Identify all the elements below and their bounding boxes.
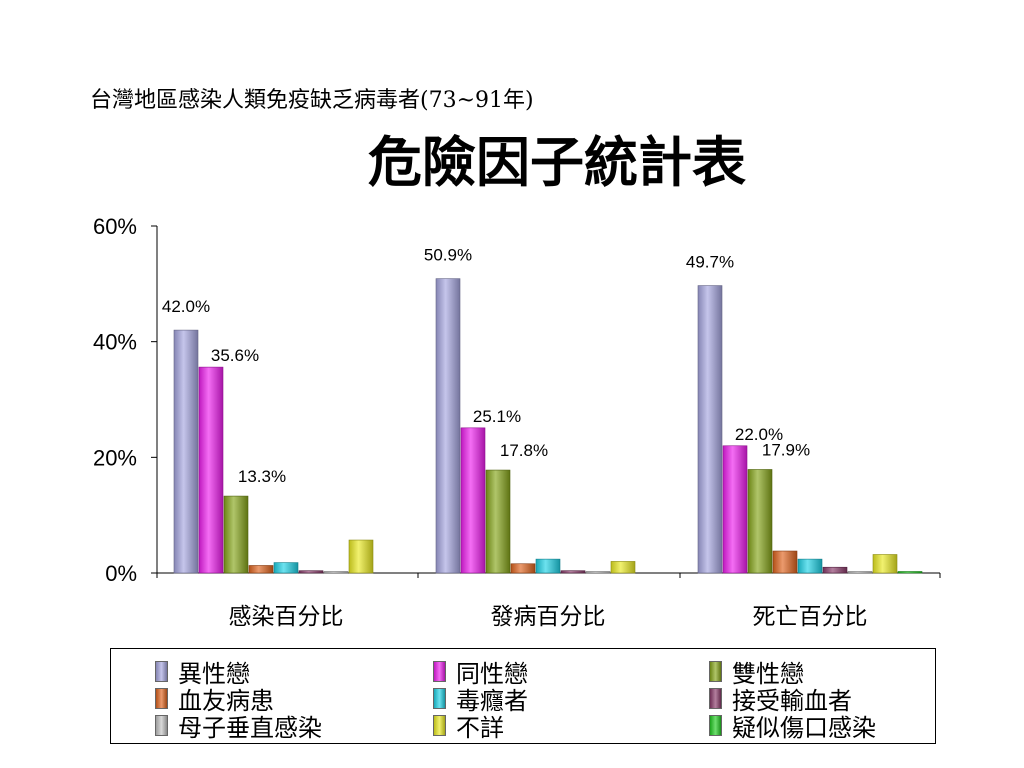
data-label: 13.3% bbox=[238, 467, 286, 486]
bar bbox=[847, 571, 873, 574]
legend-swatch bbox=[709, 660, 722, 682]
bar bbox=[198, 366, 224, 574]
data-label: 25.1% bbox=[473, 407, 521, 426]
bar bbox=[460, 427, 486, 574]
data-label: 22.0% bbox=[735, 425, 783, 444]
bar bbox=[223, 495, 249, 574]
bar bbox=[872, 554, 898, 574]
legend-item: 接受輸血者 bbox=[709, 684, 852, 715]
bar bbox=[535, 558, 561, 574]
legend-label: 母子垂直感染 bbox=[178, 713, 322, 742]
y-tick-label: 40% bbox=[93, 330, 137, 355]
bar bbox=[822, 566, 848, 574]
legend-swatch bbox=[433, 714, 446, 736]
slide-subtitle: 台灣地區感染人類免疫缺乏病毒者(73~91年) bbox=[90, 88, 534, 113]
legend-item: 同性戀 bbox=[433, 657, 528, 688]
legend-label: 同性戀 bbox=[456, 659, 528, 688]
data-label: 17.9% bbox=[762, 440, 810, 459]
y-tick-label: 20% bbox=[93, 445, 137, 470]
legend-label: 毒癮者 bbox=[456, 686, 528, 715]
legend-swatch bbox=[433, 687, 446, 709]
legend-swatch bbox=[709, 687, 722, 709]
bar bbox=[248, 565, 274, 574]
legend-swatch bbox=[433, 660, 446, 682]
legend-swatch bbox=[155, 687, 168, 709]
bar bbox=[348, 539, 374, 574]
y-tick-label: 0% bbox=[105, 561, 137, 586]
legend-swatch bbox=[155, 660, 168, 682]
bar bbox=[273, 562, 299, 574]
x-tick-label: 感染百分比 bbox=[229, 604, 344, 630]
x-axis: 感染百分比 發病百分比 死亡百分比 bbox=[156, 572, 941, 630]
legend-item: 不詳 bbox=[433, 711, 504, 742]
bar bbox=[585, 571, 611, 574]
x-tick-label: 死亡百分比 bbox=[753, 604, 868, 630]
chart-legend: 異性戀 同性戀 雙性戀血友病患 毒癮者 接受輸血者母子垂直感染 不詳 疑似傷口感染 bbox=[110, 648, 936, 744]
bar bbox=[697, 285, 723, 574]
legend-item: 雙性戀 bbox=[709, 657, 804, 688]
bar bbox=[897, 571, 923, 574]
legend-item: 疑似傷口感染 bbox=[709, 711, 876, 742]
legend-item: 異性戀 bbox=[155, 657, 250, 688]
legend-label: 異性戀 bbox=[178, 659, 250, 688]
legend-item: 血友病患 bbox=[155, 684, 274, 715]
slide-title: 危險因子統計表 bbox=[368, 130, 746, 194]
y-axis: 0% 20% 40% 60% bbox=[93, 214, 158, 586]
data-label: 17.8% bbox=[500, 441, 548, 460]
bar bbox=[560, 570, 586, 574]
legend-label: 接受輸血者 bbox=[732, 686, 852, 715]
bar bbox=[797, 558, 823, 574]
bar bbox=[298, 570, 324, 574]
y-tick-label: 60% bbox=[93, 214, 137, 239]
bar bbox=[722, 445, 748, 574]
bar bbox=[323, 571, 349, 574]
x-tick-label: 發病百分比 bbox=[491, 604, 606, 630]
legend-label: 不詳 bbox=[456, 713, 504, 742]
data-label: 35.6% bbox=[211, 346, 259, 365]
bar bbox=[610, 561, 636, 574]
bar bbox=[772, 550, 798, 574]
data-label: 49.7% bbox=[686, 253, 734, 272]
legend-label: 雙性戀 bbox=[732, 659, 804, 688]
legend-swatch bbox=[155, 714, 168, 736]
data-label: 50.9% bbox=[424, 246, 472, 265]
bar bbox=[173, 329, 199, 574]
legend-label: 疑似傷口感染 bbox=[732, 713, 876, 742]
bar bbox=[510, 563, 536, 574]
data-labels: 42.0% 35.6% 13.3% 50.9% 25.1% 17.8% 49.7% 22.0%… bbox=[162, 246, 810, 486]
bar bbox=[485, 469, 511, 574]
legend-label: 血友病患 bbox=[178, 686, 274, 715]
legend-item: 毒癮者 bbox=[433, 684, 528, 715]
legend-swatch bbox=[709, 714, 722, 736]
legend-item: 母子垂直感染 bbox=[155, 711, 322, 742]
data-label: 42.0% bbox=[162, 297, 210, 316]
bar-chart: 0% 20% 40% 60% 感染百分比 發病百分比 死亡百分比 42.0% 35.6% 13… bbox=[93, 214, 941, 630]
bar bbox=[747, 469, 773, 574]
bar-series bbox=[173, 278, 923, 574]
bar bbox=[435, 278, 461, 574]
